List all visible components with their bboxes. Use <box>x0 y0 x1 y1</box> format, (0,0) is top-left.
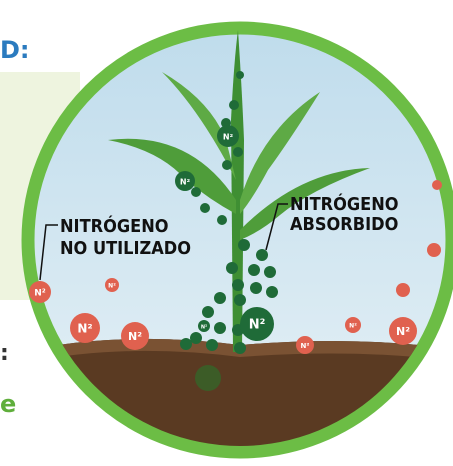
page: D: : e N² N² N² N² N² N² N² N² N² N² N² … <box>0 0 453 466</box>
label-unused-1: NITRÓGENO <box>60 215 169 237</box>
side-letter: e <box>0 390 16 418</box>
molecule-label: N² <box>180 178 191 187</box>
label-absorbed-2: ABSORBIDO <box>290 214 398 235</box>
molecule-label: N² <box>108 283 116 290</box>
molecule-label: N² <box>223 133 234 142</box>
molecule-label: N² <box>128 330 142 343</box>
molecule-label: N² <box>249 318 266 333</box>
molecule-label: N² <box>201 325 207 331</box>
label-absorbed-1: NITRÓGENO <box>290 193 399 215</box>
side-colon: : <box>0 341 9 366</box>
molecule-label: N² <box>77 322 92 336</box>
molecule-label: N² <box>349 323 357 330</box>
title: D: <box>0 36 30 64</box>
illustration: D: : e N² N² N² N² N² N² N² N² N² N² N² … <box>0 0 453 466</box>
root <box>195 365 221 391</box>
molecule-label: N² <box>34 289 46 299</box>
molecule-label: N² <box>396 325 410 338</box>
molecule-label: N² <box>301 342 310 350</box>
label-unused-2: NO UTILIZADO <box>60 238 191 259</box>
